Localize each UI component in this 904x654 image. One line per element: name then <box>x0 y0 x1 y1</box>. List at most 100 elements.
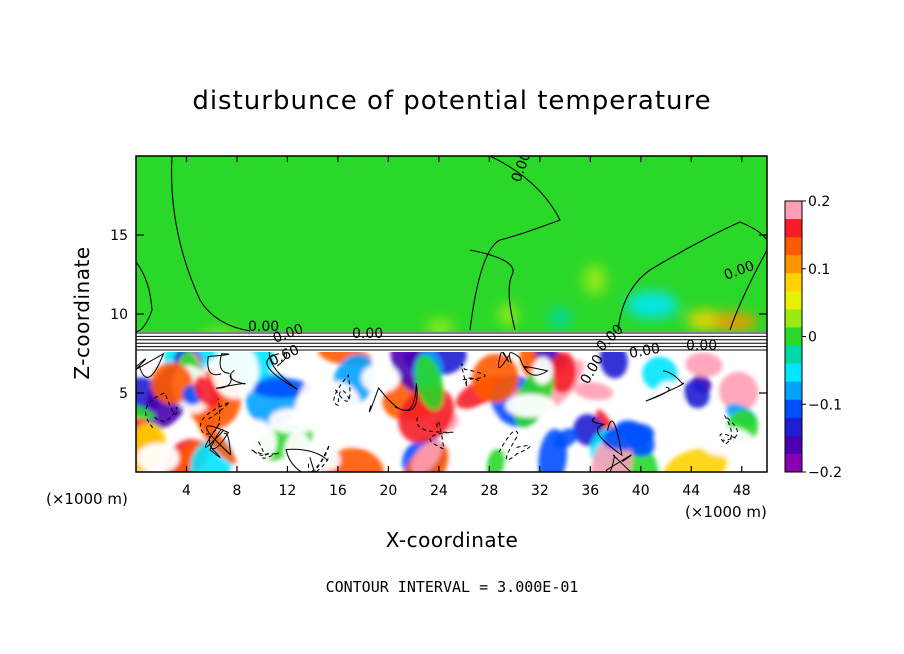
x-unit-label-right: (×1000 m) <box>685 503 767 521</box>
x-axis-label: X-coordinate <box>385 528 519 552</box>
colorbar-segment <box>785 327 802 347</box>
contour-line <box>469 249 516 331</box>
plot-area: 0.000.000.00 0.000.600.000.00 0.000.000.00 <box>136 156 767 472</box>
contour-line <box>368 383 418 413</box>
eddy <box>683 379 710 409</box>
contour-line <box>216 369 246 389</box>
eddy <box>549 351 577 394</box>
contour-line <box>719 415 739 445</box>
eddy-core <box>361 363 401 393</box>
contour-label: 0.00 <box>686 338 717 354</box>
contour-line <box>250 441 279 459</box>
perturbation-blob <box>713 312 757 332</box>
contour-line <box>645 370 684 402</box>
perturbation-blob <box>583 264 607 296</box>
contour-line <box>171 156 251 332</box>
interface-fill <box>136 332 767 352</box>
x-tick-label: 44 <box>682 483 700 499</box>
colorbar-segment <box>785 201 802 220</box>
turbulent-layer <box>136 350 767 472</box>
interface-band <box>136 332 767 352</box>
colorbar-segment <box>785 345 802 365</box>
x-tick-label: 36 <box>581 483 599 499</box>
perturbation-blob <box>626 291 678 319</box>
eddy-core <box>236 419 277 464</box>
colorbar-tick-label: −0.2 <box>808 465 842 481</box>
x-tick-label: 4 <box>182 483 191 499</box>
x-tick-label: 32 <box>531 483 549 499</box>
eddy <box>602 422 655 451</box>
x-tick-label: 12 <box>279 483 297 499</box>
x-tick-label: 24 <box>430 483 448 499</box>
colorbar-segment <box>785 417 802 437</box>
y-tick-label: 15 <box>110 228 128 244</box>
eddy <box>554 428 578 449</box>
contour-line <box>207 353 230 376</box>
colorbar-tick-label: −0.1 <box>808 397 842 413</box>
contour-line <box>136 261 153 333</box>
x-tick-label: 40 <box>632 483 650 499</box>
contour-line <box>136 352 165 378</box>
colorbar-segment <box>785 363 802 383</box>
y-tick-label: 5 <box>119 386 128 402</box>
x-unit-label-left: (×1000 m) <box>46 490 128 508</box>
x-tick-label: 20 <box>379 483 397 499</box>
contour-line <box>461 363 486 387</box>
x-tick-label: 28 <box>480 483 498 499</box>
colorbar-tick-label: 0 <box>808 330 817 346</box>
x-tick-label: 16 <box>329 483 347 499</box>
contour-label: 0.00 <box>248 319 279 335</box>
colorbar-tick-label: 0.1 <box>808 262 830 278</box>
colorbar-segment <box>785 273 802 292</box>
contour-line <box>591 417 623 457</box>
colorbar-segment <box>785 219 802 238</box>
contour-line <box>508 352 549 376</box>
eddy <box>411 440 442 472</box>
contour-line <box>416 414 454 450</box>
perturbation-blob <box>687 310 723 330</box>
eddy <box>663 448 728 472</box>
contour-label: 0.00 <box>628 341 661 362</box>
eddy-core <box>307 380 361 429</box>
eddy-core <box>700 427 754 457</box>
eddy <box>685 352 723 378</box>
contour-interval-note: CONTOUR INTERVAL = 3.000E-01 <box>325 578 579 596</box>
eddy-core <box>651 381 686 434</box>
contour-line <box>497 430 531 461</box>
contour-line <box>205 425 232 456</box>
colorbar-segment <box>785 399 802 419</box>
colorbar-tick-label: 0.2 <box>808 194 830 210</box>
eddy-core <box>294 392 318 433</box>
colorbar-segment <box>785 435 802 455</box>
contour-line <box>469 156 561 331</box>
chart-title: disturbunce of potential temperature <box>192 86 712 116</box>
zero-contours <box>136 156 767 333</box>
contour-line <box>729 249 767 331</box>
eddy <box>486 448 505 472</box>
eddy <box>471 353 519 403</box>
colorbar-segment <box>785 291 802 310</box>
colorbar-segment <box>785 309 802 328</box>
contour-line <box>204 422 224 458</box>
perturbation-blob <box>498 303 518 327</box>
x-tick-label: 48 <box>733 483 751 499</box>
y-tick-label: 10 <box>110 307 128 323</box>
eddy <box>194 376 221 408</box>
contour-line <box>199 398 230 435</box>
eddy <box>415 354 444 411</box>
colorbar-segment <box>785 237 802 256</box>
eddy-core <box>505 393 556 418</box>
contour-line <box>266 350 298 390</box>
eddy <box>325 447 384 472</box>
contour-label: 0.00 <box>352 326 383 342</box>
perturbation-blob <box>548 308 572 328</box>
eddy <box>252 378 310 398</box>
eddy-core <box>532 357 554 385</box>
eddy <box>719 371 759 412</box>
eddy-core <box>137 443 180 472</box>
eddy-core <box>348 407 372 446</box>
contour-line <box>497 350 510 369</box>
